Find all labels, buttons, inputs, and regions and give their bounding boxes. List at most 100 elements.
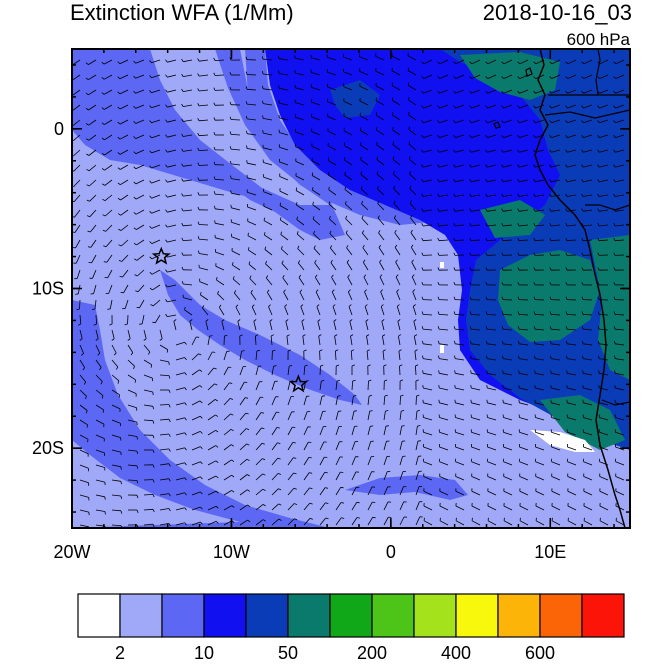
wind-barb-flag bbox=[109, 323, 113, 326]
wind-barb-flag bbox=[361, 230, 365, 234]
wind-barb bbox=[375, 56, 385, 61]
wind-barb bbox=[95, 434, 105, 439]
wind-barb-flag bbox=[255, 334, 259, 337]
wind-barb bbox=[111, 524, 122, 526]
wind-barb-flag bbox=[133, 196, 137, 200]
wind-barb bbox=[167, 119, 177, 123]
wind-barb-flag bbox=[197, 103, 200, 107]
wind-barb bbox=[397, 321, 401, 331]
wind-barb bbox=[88, 104, 97, 111]
wind-barb bbox=[135, 209, 145, 215]
wind-barb bbox=[471, 149, 481, 153]
colorbar-labels: 2 10 50 200 400 600 bbox=[115, 643, 555, 663]
wind-barb bbox=[183, 104, 193, 107]
wind-barb bbox=[551, 372, 561, 376]
wind-barb-flag bbox=[197, 118, 200, 121]
colorbar-label: 200 bbox=[357, 643, 387, 663]
wind-barb-flag bbox=[247, 504, 251, 507]
wind-barb-flag bbox=[246, 160, 248, 164]
wind-barb bbox=[415, 471, 420, 481]
wind-barb-flag bbox=[469, 311, 472, 315]
wind-barb-flag bbox=[216, 277, 218, 281]
wind-barb-flag bbox=[348, 289, 351, 293]
wind-barb bbox=[379, 262, 385, 271]
wind-barb-flag bbox=[421, 120, 424, 124]
wind-barb bbox=[271, 381, 276, 391]
wind-barb bbox=[408, 129, 417, 136]
wind-barb-flag bbox=[368, 379, 372, 382]
wind-barb bbox=[471, 194, 481, 197]
wind-barb bbox=[503, 119, 513, 124]
wind-barb-flag bbox=[230, 190, 232, 194]
wind-barb-flag bbox=[517, 252, 520, 256]
wind-barb bbox=[359, 56, 369, 61]
wind-barb bbox=[119, 59, 129, 65]
wind-barb-flag bbox=[309, 472, 313, 474]
wind-barb-flag bbox=[501, 134, 504, 138]
wind-barb-flag bbox=[453, 281, 456, 286]
wind-barb bbox=[327, 116, 337, 121]
wind-barb bbox=[455, 358, 465, 361]
wind-barb bbox=[263, 147, 273, 151]
wind-barb-flag bbox=[421, 134, 424, 138]
wind-barb bbox=[471, 490, 481, 496]
wind-barb bbox=[279, 132, 289, 136]
wind-barb bbox=[551, 74, 561, 79]
wind-barb bbox=[471, 164, 481, 168]
wind-barb-flag bbox=[421, 76, 424, 79]
wind-barb bbox=[230, 134, 241, 136]
wind-barb bbox=[136, 254, 145, 261]
wind-barb-flag bbox=[392, 171, 395, 175]
wind-barb bbox=[519, 149, 529, 153]
wind-barb-flag bbox=[565, 193, 568, 197]
wind-barb bbox=[519, 119, 529, 124]
wind-barb bbox=[72, 74, 81, 81]
wind-barb-flag bbox=[353, 395, 357, 397]
wind-barb-flag bbox=[384, 394, 388, 397]
wind-barb bbox=[380, 306, 385, 316]
wind-barb bbox=[135, 149, 145, 155]
wind-barb bbox=[183, 134, 193, 137]
wind-barb bbox=[198, 104, 209, 107]
wind-barb-flag bbox=[286, 334, 290, 337]
wind-barb-flag bbox=[165, 74, 168, 78]
wind-barb-flag bbox=[133, 366, 135, 370]
wind-barb bbox=[414, 351, 417, 361]
wind-barb-flag bbox=[597, 252, 600, 256]
wind-barb-flag bbox=[309, 487, 313, 490]
wind-barb-flag bbox=[300, 304, 304, 307]
wind-barb-flag bbox=[200, 476, 203, 480]
wind-barb bbox=[239, 351, 242, 361]
wind-barb bbox=[335, 426, 340, 436]
wind-barb bbox=[423, 505, 433, 511]
wind-barb bbox=[582, 314, 593, 316]
wind-barb-flag bbox=[165, 134, 168, 138]
wind-barb-flag bbox=[613, 90, 616, 94]
wind-barb bbox=[122, 269, 129, 278]
wind-barb-flag bbox=[133, 121, 136, 124]
wind-barb bbox=[282, 277, 289, 286]
wind-barb bbox=[295, 102, 305, 106]
wind-barb bbox=[567, 431, 577, 436]
wind-barb-flag bbox=[117, 61, 121, 64]
wind-barb-flag bbox=[213, 57, 216, 61]
wind-barb-flag bbox=[368, 394, 373, 397]
wind-barb bbox=[487, 505, 497, 511]
wind-barb-flag bbox=[200, 506, 203, 510]
wind-barb bbox=[583, 358, 593, 361]
wind-barb bbox=[566, 314, 577, 316]
wind-barb-flag bbox=[152, 479, 155, 483]
wind-barb-flag bbox=[213, 87, 216, 91]
wind-barb bbox=[271, 488, 279, 496]
wind-barb bbox=[207, 490, 217, 496]
wind-barb-flag bbox=[245, 56, 248, 60]
wind-barb bbox=[471, 134, 481, 138]
wind-barb-flag bbox=[230, 444, 235, 447]
wind-barb-flag bbox=[327, 157, 330, 161]
wind-barb bbox=[72, 134, 81, 142]
wind-barb bbox=[410, 247, 417, 256]
wind-barb bbox=[328, 203, 337, 211]
wind-barb-flag bbox=[613, 267, 616, 271]
wind-barb-flag bbox=[437, 296, 440, 300]
wind-barb bbox=[519, 402, 529, 406]
